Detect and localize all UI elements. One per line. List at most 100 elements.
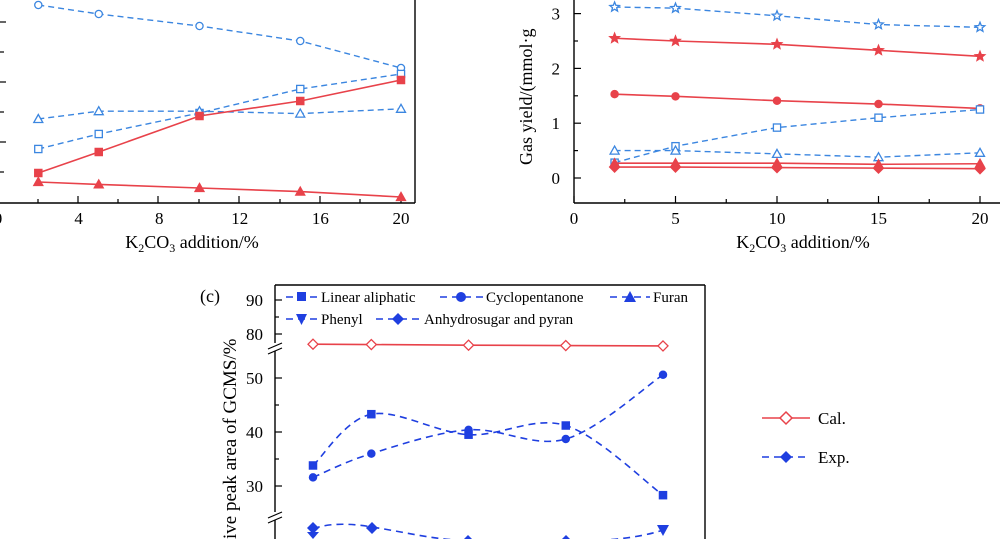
data-point bbox=[462, 339, 475, 352]
data-point bbox=[669, 1, 682, 14]
data-point bbox=[608, 161, 621, 173]
legend-phenyl: Phenyl bbox=[286, 312, 363, 328]
y-tick-label: 30 bbox=[246, 477, 263, 496]
data-point bbox=[658, 490, 668, 500]
panel-a: 0 4 8 12 16 20 K2CO3 addition/% bbox=[0, 0, 416, 255]
x-tick-label: 0 bbox=[0, 209, 2, 228]
data-point bbox=[367, 449, 376, 458]
point-phenyl bbox=[307, 532, 319, 539]
data-point bbox=[974, 162, 986, 175]
data-point bbox=[610, 89, 619, 99]
point-furan bbox=[464, 535, 472, 539]
data-point bbox=[657, 339, 669, 352]
data-point bbox=[561, 434, 571, 444]
data-point bbox=[671, 92, 680, 101]
data-point bbox=[294, 185, 306, 196]
y-tick-label: 2 bbox=[552, 59, 561, 78]
data-point bbox=[395, 102, 407, 113]
series-line bbox=[38, 79, 402, 174]
svg-text:Exp.: Exp. bbox=[818, 448, 850, 467]
point-furan bbox=[562, 535, 570, 539]
data-point bbox=[34, 168, 43, 178]
x-tick-label: 4 bbox=[74, 209, 83, 228]
data-point bbox=[872, 17, 885, 31]
svg-text:Furan: Furan bbox=[653, 290, 688, 306]
data-point bbox=[770, 37, 784, 50]
series-line bbox=[614, 6, 981, 28]
svg-text:Anhydrosugar and pyran: Anhydrosugar and pyran bbox=[424, 312, 574, 328]
data-point bbox=[561, 421, 571, 430]
data-point bbox=[307, 338, 319, 351]
series-line bbox=[614, 166, 981, 170]
panel-a-series bbox=[32, 0, 407, 202]
point-phenyl bbox=[657, 525, 669, 536]
data-point bbox=[34, 0, 43, 10]
data-point bbox=[295, 96, 305, 106]
x-tick-label: 20 bbox=[393, 209, 410, 228]
y-tick-label: 3 bbox=[552, 5, 561, 24]
x-tick-label: 20 bbox=[972, 209, 989, 228]
x-tick-label: 5 bbox=[671, 209, 680, 228]
data-point bbox=[93, 105, 105, 116]
point-anhydrosugar bbox=[307, 522, 319, 534]
data-point bbox=[295, 84, 305, 94]
data-point bbox=[608, 144, 621, 155]
series-line bbox=[38, 108, 402, 120]
panel-b-x-label: K2CO3 addition/% bbox=[736, 232, 870, 255]
data-point bbox=[464, 425, 473, 435]
panel-c-y-tick-labels: 30 40 50 80 90 bbox=[246, 291, 263, 496]
panel-c-lower-series bbox=[307, 522, 669, 539]
data-point bbox=[94, 147, 104, 157]
data-point bbox=[872, 43, 885, 56]
x-tick-label: 15 bbox=[870, 209, 887, 228]
data-point bbox=[32, 176, 44, 187]
panel-a-x-tick-labels: 0 4 8 12 16 20 bbox=[0, 209, 410, 228]
data-point bbox=[94, 129, 104, 139]
data-point bbox=[308, 473, 318, 482]
series-line bbox=[38, 4, 402, 69]
side-legend-cal: Cal. bbox=[762, 409, 846, 428]
data-point bbox=[669, 161, 682, 173]
data-point bbox=[559, 339, 572, 352]
data-point bbox=[973, 49, 987, 62]
series-line bbox=[312, 374, 664, 479]
panel-b-y-label: Gas yield/(mmol·g bbox=[516, 29, 537, 165]
data-point bbox=[308, 461, 318, 470]
side-legend-exp: Exp. bbox=[762, 448, 850, 467]
svg-text:Linear aliphatic: Linear aliphatic bbox=[321, 290, 416, 306]
data-point bbox=[975, 105, 985, 114]
data-point bbox=[193, 182, 206, 193]
series-line bbox=[614, 93, 981, 110]
y-tick-label: 90 bbox=[246, 291, 263, 310]
panel-c-side-legend: Cal. Exp. bbox=[762, 409, 850, 467]
panel-b-ticks bbox=[573, 13, 981, 203]
data-point bbox=[771, 161, 783, 174]
data-point bbox=[94, 9, 104, 19]
panel-c-y-label: ive peak area of GCMS/% bbox=[220, 338, 241, 539]
data-point bbox=[974, 146, 986, 157]
panel-c-ticks bbox=[275, 299, 282, 487]
panel-b-series bbox=[608, 0, 987, 175]
legend-linear-aliphatic: Linear aliphatic bbox=[286, 290, 416, 306]
y-tick-label: 1 bbox=[552, 114, 561, 133]
series-line bbox=[312, 412, 664, 496]
data-point bbox=[608, 31, 622, 44]
data-point bbox=[973, 20, 987, 33]
panel-a-x-label: K2CO3 addition/% bbox=[125, 232, 259, 255]
panel-c-label: (c) bbox=[200, 286, 220, 307]
data-point bbox=[608, 0, 622, 13]
panel-c-series bbox=[307, 338, 669, 500]
x-tick-label: 10 bbox=[769, 209, 786, 228]
panel-b-y-tick-labels: 0 1 2 3 bbox=[552, 5, 561, 188]
y-tick-label: 40 bbox=[246, 423, 263, 442]
data-point bbox=[772, 96, 782, 105]
y-tick-label: 0 bbox=[552, 169, 561, 188]
data-point bbox=[32, 113, 44, 124]
x-tick-label: 0 bbox=[570, 209, 579, 228]
data-point bbox=[770, 9, 784, 22]
data-point bbox=[669, 144, 682, 155]
panel-c-axis-break-upper bbox=[267, 342, 283, 355]
panel-b: 0 5 10 15 20 0 1 2 3 K2CO3 addition/% Gas yield… bbox=[516, 0, 1000, 255]
series-line bbox=[614, 162, 981, 166]
data-point bbox=[195, 21, 204, 31]
